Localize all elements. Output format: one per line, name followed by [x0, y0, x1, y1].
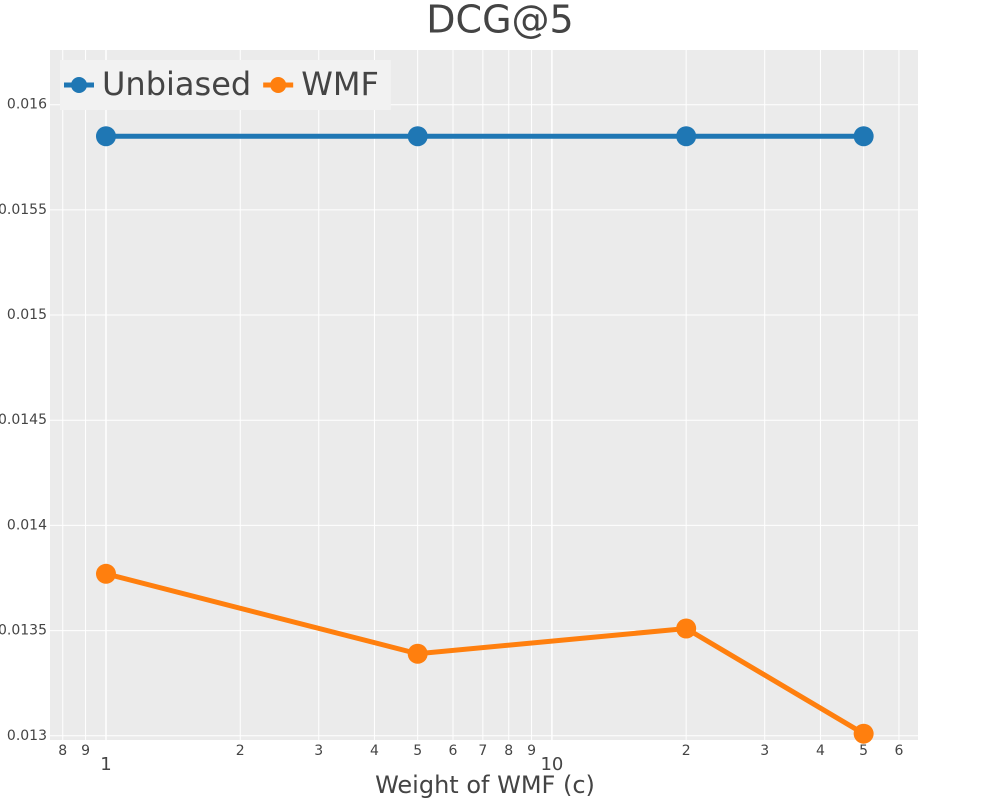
- point: [407, 126, 428, 147]
- y-tick-label: 0.0155: [0, 202, 47, 218]
- marks: [95, 126, 874, 744]
- point: [95, 126, 116, 147]
- legend-label: WMF: [301, 65, 379, 103]
- grid: [50, 50, 918, 740]
- x-tick-label: 3: [760, 743, 769, 759]
- x-tick-label: 5: [859, 743, 868, 759]
- legend-symbol-marker: [71, 77, 87, 93]
- x-tick-label: 3: [314, 743, 323, 759]
- point: [853, 723, 874, 744]
- y-tick-label: 0.0145: [0, 412, 47, 428]
- x-tick-label: 9: [527, 743, 536, 759]
- legend-label: Unbiased: [102, 65, 251, 103]
- x-tick-label: 8: [58, 743, 67, 759]
- point: [676, 618, 697, 639]
- x-tick-label: 6: [894, 743, 903, 759]
- y-tick-label: 0.015: [7, 307, 47, 323]
- point: [407, 643, 428, 664]
- x-tick-label: 7: [478, 743, 487, 759]
- y-tick-label: 0.014: [7, 517, 47, 533]
- point: [95, 563, 116, 584]
- legend-symbol-marker: [270, 77, 287, 93]
- series-line: [105, 571, 865, 736]
- point: [853, 126, 874, 147]
- x-tick-label: 9: [81, 743, 90, 759]
- x-tick-label: 2: [682, 743, 691, 759]
- legend-box: [60, 60, 391, 110]
- x-tick-label: 5: [413, 743, 422, 759]
- x-tick-label: 4: [816, 743, 825, 759]
- x-tick-label: 8: [504, 743, 513, 759]
- chart-title: DCG@5: [426, 0, 573, 42]
- x-axis-title: Weight of WMF (c): [375, 771, 595, 799]
- x-tick-label: 4: [370, 743, 379, 759]
- point: [676, 126, 697, 147]
- y-tick-label: 0.016: [7, 97, 47, 113]
- x-tick-label: 6: [449, 743, 458, 759]
- x-tick-label: 2: [236, 743, 245, 759]
- plot-area: [50, 50, 918, 740]
- x-tick-label: 1: [100, 754, 111, 775]
- y-tick-label: 0.013: [7, 728, 47, 744]
- x-tick-label: 10: [540, 754, 563, 775]
- y-tick-label: 0.0135: [0, 623, 47, 639]
